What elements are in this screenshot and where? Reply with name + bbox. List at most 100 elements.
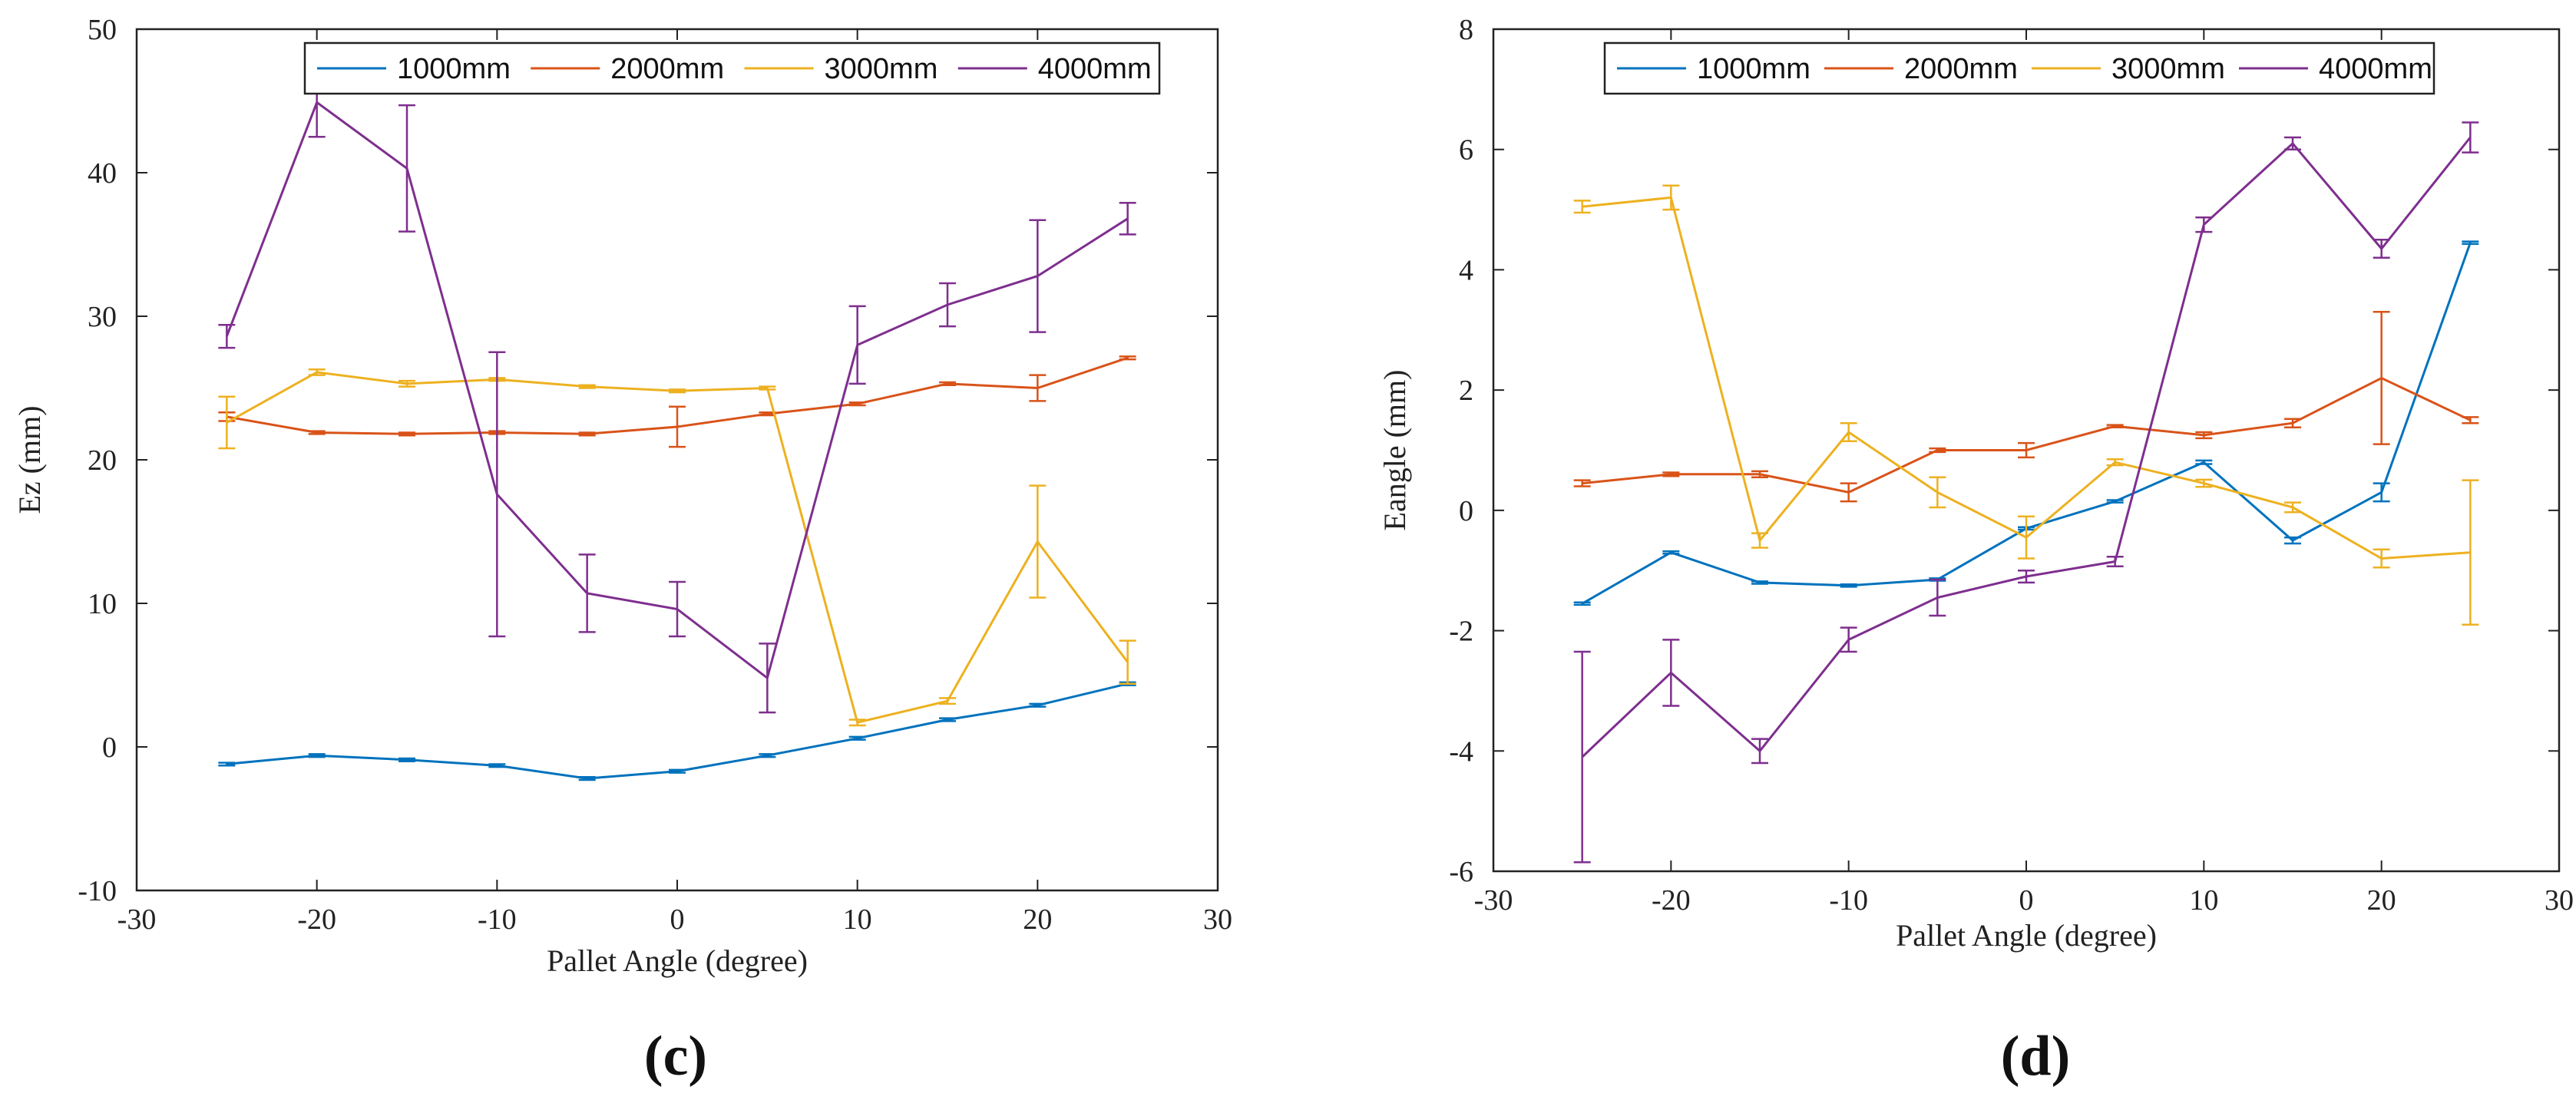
x-tick-label: 0	[670, 904, 685, 936]
error-bar	[2018, 441, 2035, 459]
series-line	[1582, 376, 2471, 494]
error-bar	[398, 379, 415, 388]
error-bar	[1029, 374, 1047, 402]
legend-label: 3000mm	[2111, 53, 2225, 85]
x-tick-label: -30	[117, 904, 157, 936]
series-4000mm	[1573, 121, 2479, 864]
error-bar	[848, 305, 866, 385]
error-bar	[2373, 311, 2390, 445]
error-bar	[2106, 424, 2124, 428]
y-tick-label: 20	[88, 444, 117, 477]
error-bar	[939, 717, 956, 722]
error-bar	[1573, 650, 1591, 864]
error-bar	[759, 753, 776, 758]
series-line	[227, 682, 1129, 780]
error-bar	[578, 384, 596, 389]
y-tick-label: 6	[1459, 134, 1473, 167]
error-bar	[488, 763, 506, 768]
error-bar	[1662, 639, 1680, 707]
error-bar	[218, 761, 236, 767]
y-tick-label: -6	[1449, 856, 1473, 888]
error-bar	[1029, 484, 1047, 599]
series-line	[1582, 196, 2471, 560]
x-tick-label: 10	[2189, 884, 2218, 917]
error-bar	[1662, 184, 1680, 211]
legend-label: 2000mm	[610, 53, 724, 85]
error-bar	[1929, 476, 1946, 509]
x-tick-label: -10	[1829, 884, 1868, 917]
legend: 1000mm 2000mm 3000mm 4000mm	[1603, 41, 2435, 95]
x-tick-label: 30	[2545, 884, 2574, 917]
error-bar	[218, 395, 236, 450]
legend: 1000mm 2000mm 3000mm 4000mm	[303, 41, 1161, 95]
error-bar	[1029, 702, 1047, 708]
error-bar	[2106, 499, 2124, 504]
x-axis-title: Pallet Angle (degree)	[547, 943, 808, 978]
error-bar	[669, 768, 686, 774]
error-bar	[1573, 479, 1591, 487]
error-bar	[2373, 548, 2390, 569]
error-bar	[669, 388, 686, 394]
panel-label: (c)	[644, 1025, 707, 1088]
x-tick-label: -20	[1652, 884, 1691, 917]
x-axis-title: Pallet Angle (degree)	[1896, 918, 2157, 953]
series-4000mm	[218, 67, 1136, 714]
legend-label: 4000mm	[2319, 53, 2432, 85]
y-tick-label: 0	[1459, 495, 1473, 527]
error-bar	[669, 405, 686, 448]
error-bar	[2284, 501, 2301, 514]
error-bar	[1029, 219, 1047, 333]
error-bar	[398, 104, 415, 233]
error-bar	[2462, 240, 2479, 245]
error-bar	[308, 430, 326, 435]
error-bar	[2284, 536, 2301, 545]
error-bar	[2284, 418, 2301, 428]
series-1000mm	[218, 681, 1136, 781]
legend-label: 4000mm	[1038, 53, 1152, 85]
error-bar	[2462, 479, 2479, 626]
error-bar	[1119, 639, 1136, 685]
error-bar	[1119, 202, 1136, 236]
plot-area-frame	[135, 28, 1219, 892]
y-tick-label: 50	[88, 14, 117, 46]
error-bar	[939, 697, 956, 705]
y-tick-label: 0	[102, 732, 117, 764]
series-2000mm	[218, 355, 1136, 448]
y-tick-label: 4	[1459, 254, 1473, 286]
y-tick-label: -2	[1449, 616, 1473, 648]
error-bar	[1840, 583, 1857, 588]
error-bar	[398, 757, 415, 762]
error-bar	[578, 431, 596, 437]
x-tick-label: -10	[478, 904, 517, 936]
y-tick-label: 40	[88, 157, 117, 190]
error-bar	[2462, 121, 2479, 154]
error-bar	[1751, 532, 1768, 549]
error-bar	[759, 385, 776, 391]
error-bar	[1573, 601, 1591, 606]
error-bar	[1840, 421, 1857, 442]
error-bar	[1840, 482, 1857, 503]
error-bar	[2106, 555, 2124, 567]
x-tick-label: -30	[1474, 884, 1513, 917]
error-bar	[1751, 470, 1768, 479]
y-tick-label: 2	[1459, 375, 1473, 407]
series-3000mm	[218, 368, 1136, 727]
panel-label: (d)	[2001, 1025, 2070, 1088]
error-bar	[578, 553, 596, 633]
y-axis-title: Eangle (mm)	[1377, 370, 1412, 531]
error-bar	[2018, 569, 2035, 584]
x-tick-label: 0	[2019, 884, 2034, 917]
error-bar	[1929, 578, 1946, 617]
error-bar	[1751, 580, 1768, 585]
error-bar	[308, 368, 326, 376]
legend-label: 1000mm	[1697, 53, 1810, 85]
error-bar	[759, 643, 776, 714]
series-3000mm	[1573, 184, 2479, 626]
error-bar	[2195, 478, 2213, 488]
series-2000mm	[1573, 311, 2479, 503]
x-tick-label: -20	[297, 904, 336, 936]
error-bar	[1662, 471, 1680, 477]
error-bar	[578, 776, 596, 781]
